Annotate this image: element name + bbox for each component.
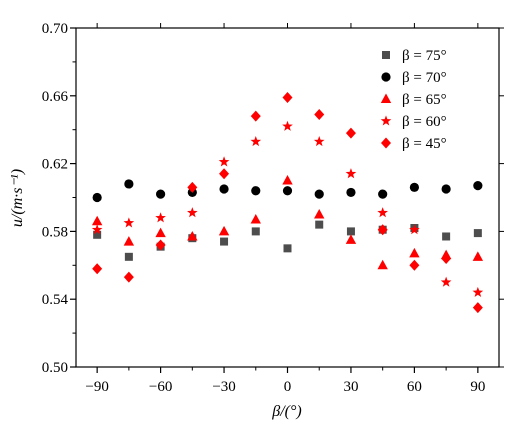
y-tick-label: 0.54: [42, 292, 69, 308]
data-point-circle: [314, 189, 324, 199]
x-tick-label: −60: [149, 379, 172, 395]
legend-marker-star: [380, 115, 392, 126]
data-point-diamond: [92, 263, 103, 275]
data-point-diamond: [282, 91, 293, 103]
x-axis-title: β/(°): [271, 403, 301, 420]
legend-label: β = 60°: [402, 114, 447, 130]
data-point-circle: [156, 189, 166, 199]
data-point-triangle: [218, 225, 230, 236]
x-tick-label: 90: [470, 379, 485, 395]
y-axis-title: u/(m·s⁻¹): [9, 169, 26, 227]
data-point-square: [442, 232, 451, 241]
data-point-star: [187, 207, 198, 218]
data-point-diamond: [314, 108, 325, 120]
data-point-diamond: [345, 127, 356, 139]
data-point-square: [220, 237, 229, 246]
data-point-triangle: [377, 259, 388, 270]
data-point-star: [472, 286, 484, 297]
data-point-star: [282, 120, 293, 131]
data-point-triangle: [123, 236, 135, 246]
x-tick-label: 60: [407, 379, 422, 395]
data-point-star: [155, 212, 166, 223]
data-point-triangle: [155, 227, 166, 238]
x-tick-label: 0: [284, 379, 292, 395]
legend-label: β = 75°: [402, 48, 447, 64]
legend-marker-square: [382, 51, 390, 59]
data-point-diamond: [409, 259, 420, 271]
data-point-star: [440, 276, 452, 287]
data-point-star: [377, 207, 388, 218]
data-point-square: [251, 227, 260, 236]
data-point-circle: [219, 184, 229, 194]
y-tick-label: 0.50: [42, 360, 68, 376]
data-point-diamond: [123, 271, 134, 283]
data-point-triangle: [91, 215, 103, 226]
data-point-diamond: [155, 239, 166, 251]
data-point-circle: [251, 186, 261, 196]
x-tick-label: 30: [343, 379, 358, 395]
data-point-star: [91, 224, 103, 235]
legend-label: β = 70°: [402, 70, 447, 86]
legend-label: β = 65°: [402, 92, 447, 108]
data-point-square: [346, 227, 355, 236]
data-point-square: [473, 229, 482, 238]
legend: β = 75° β = 70° β = 65° β = 60° β = 45°: [380, 48, 447, 152]
data-point-triangle: [409, 247, 420, 258]
x-tick-label: −30: [212, 379, 235, 395]
x-tick-label: −90: [85, 379, 108, 395]
data-point-diamond: [250, 110, 261, 122]
data-point-circle: [409, 182, 419, 192]
axes: −90 −60 −30 0 30 60 90 0.50 0.54 0.58 0.62 0.66 0.70: [42, 21, 504, 395]
data-point-diamond: [377, 224, 388, 236]
data-point-square: [283, 244, 292, 253]
data-point-diamond: [187, 181, 198, 193]
data-point-circle: [124, 179, 134, 189]
legend-label: β = 45°: [402, 136, 447, 152]
data-point-diamond: [441, 253, 452, 265]
data-point-star: [123, 217, 135, 228]
data-point-star: [218, 156, 230, 167]
data-point-triangle: [282, 175, 293, 185]
y-tick-label: 0.66: [42, 89, 69, 105]
data-point-diamond: [219, 168, 230, 180]
data-point-diamond: [472, 302, 483, 314]
data-point-star: [313, 135, 325, 147]
data-point-square: [124, 252, 133, 261]
data-point-circle: [378, 189, 388, 199]
data-point-star: [250, 135, 262, 147]
data-point-triangle: [345, 234, 357, 244]
legend-marker-circle: [381, 72, 391, 82]
data-point-circle: [282, 186, 293, 196]
data-point-triangle: [472, 251, 484, 261]
data-point-square: [93, 230, 102, 239]
data-point-circle: [473, 181, 483, 191]
legend-marker-triangle: [380, 93, 392, 103]
data-points: [91, 91, 484, 314]
y-tick-label: 0.70: [42, 21, 68, 37]
data-point-circle: [92, 192, 102, 203]
data-point-square: [315, 220, 324, 229]
data-point-star: [409, 224, 420, 235]
y-tick-label: 0.62: [42, 157, 68, 173]
data-point-circle: [346, 187, 356, 198]
data-point-triangle: [187, 230, 198, 241]
data-point-circle: [441, 184, 451, 194]
legend-marker-diamond: [381, 137, 391, 149]
data-point-triangle: [314, 208, 325, 219]
data-point-star: [345, 168, 357, 179]
data-point-triangle: [250, 214, 261, 224]
y-tick-label: 0.58: [42, 224, 68, 240]
